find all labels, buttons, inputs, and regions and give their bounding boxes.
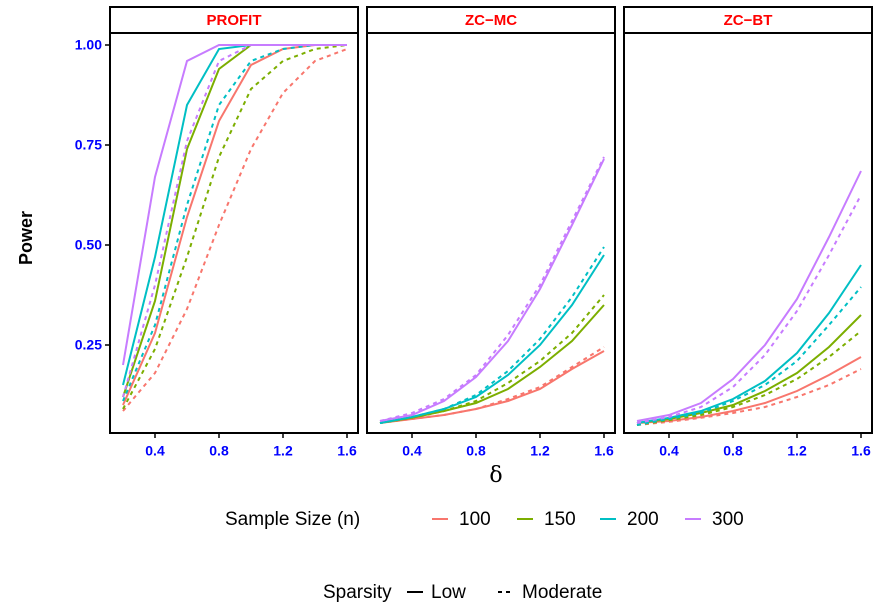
x-tick-label: 1.2: [530, 443, 550, 459]
panel-title: ZC−BT: [724, 12, 773, 29]
legend-entry-n200: 200: [600, 509, 659, 530]
legend-entry-low: Low: [407, 582, 466, 603]
legend-entry-moderate: Moderate: [498, 582, 602, 603]
x-tick-label: 0.4: [145, 443, 165, 459]
series-line-n200-moderate: [379, 246, 605, 424]
x-tick-label: 0.8: [466, 443, 486, 459]
series-line-n100-moderate: [636, 368, 862, 426]
panel-strip: [623, 6, 873, 34]
x-tick-label: 0.8: [209, 443, 229, 459]
legend-sparsity-title: Sparsity: [323, 582, 392, 603]
legend-entry-n300: 300: [685, 509, 744, 530]
legend-sparsity: Sparsity Low Moderate: [323, 582, 602, 603]
panel-frame: [366, 32, 616, 434]
y-tick-label: 0.50: [75, 237, 102, 253]
y-axis-title: Power: [16, 211, 36, 265]
legend-label: 150: [544, 509, 576, 530]
legend-sample-size-entries: 100 150 200 300: [432, 509, 744, 530]
x-tick-label: 1.2: [273, 443, 293, 459]
series-line-n300-low: [636, 170, 862, 422]
series-line-n100-moderate: [122, 48, 348, 412]
panel-3: ZC−BT 0.4 0.8 1.2 1.6: [623, 6, 873, 459]
legend-label: 200: [627, 509, 659, 530]
x-tick-label: 0.4: [659, 443, 679, 459]
series-line-n300-low: [122, 44, 347, 366]
y-axis: 0.25 0.50 0.75 1.00: [75, 37, 110, 353]
x-tick-label: 1.6: [594, 443, 614, 459]
panel-2: ZC−MC 0.4 0.8 1.2 1.6: [366, 6, 616, 459]
legend-label: 300: [712, 509, 744, 530]
legend-sparsity-entries: Low Moderate: [407, 582, 602, 603]
panel-frame: [623, 32, 873, 434]
series-line-n150-moderate: [636, 330, 862, 426]
series-line-n300-moderate: [122, 44, 347, 398]
legend-sample-size: Sample Size (n) 100 150 200 300: [225, 509, 744, 530]
x-tick-label: 1.6: [851, 443, 871, 459]
series-line-n300-moderate: [636, 194, 862, 424]
series-line-n150-low: [636, 314, 862, 424]
series-line-n100-moderate: [379, 346, 605, 424]
x-tick-label: 1.6: [337, 443, 357, 459]
y-tick-label: 0.25: [75, 337, 102, 353]
legend-entry-n100: 100: [432, 509, 491, 530]
series-line-n200-low: [379, 254, 605, 424]
x-axis-title: δ: [489, 463, 502, 488]
legend-entry-n150: 150: [517, 509, 576, 530]
legend-label: Low: [431, 582, 466, 603]
series-line-n300-low: [379, 158, 605, 422]
legend-label: 100: [459, 509, 491, 530]
y-tick-label: 1.00: [75, 37, 102, 53]
panel-1: PROFIT 0.4 0.8 1.2 1.6: [109, 6, 359, 459]
legend-sample-size-title: Sample Size (n): [225, 509, 360, 530]
series-line-n200-low: [636, 264, 862, 424]
series-line-n100-low: [636, 356, 862, 424]
x-tick-label: 1.2: [787, 443, 807, 459]
panel-frame: [109, 32, 359, 434]
legend-label: Moderate: [522, 582, 602, 603]
x-tick-label: 0.4: [402, 443, 422, 459]
panel-title: PROFIT: [207, 12, 262, 29]
panel-title: ZC−MC: [465, 12, 517, 29]
y-tick-label: 0.75: [75, 137, 102, 153]
x-tick-label: 0.8: [723, 443, 743, 459]
series-line-n150-moderate: [122, 44, 348, 410]
series-line-n150-moderate: [379, 294, 605, 424]
